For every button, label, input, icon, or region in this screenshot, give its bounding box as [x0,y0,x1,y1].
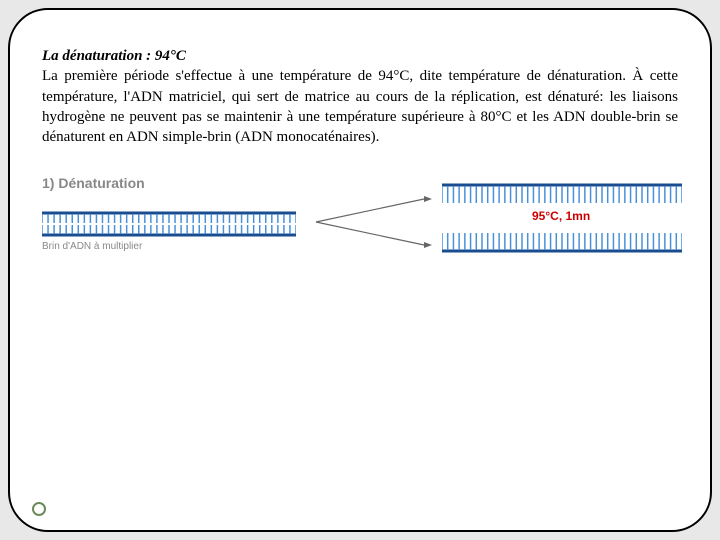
section-label: 1) Dénaturation [42,175,145,191]
body-text: La première période s'effectue à une tem… [42,68,678,145]
split-arrows-icon [314,195,434,254]
heading: La dénaturation : 94°C [42,48,186,64]
dna-single-strand-bottom [442,231,682,253]
text-block: La dénaturation : 94°C La première pério… [42,46,678,147]
dna-single-strand-top [442,183,682,205]
slide-frame: La dénaturation : 94°C La première pério… [8,8,712,532]
dna-double-strand [42,211,296,237]
diagram-area: 1) Dénaturation Brin d'ADN à multiplier … [42,175,678,345]
temperature-label: 95°C, 1mn [532,209,590,223]
corner-decoration-icon [32,502,46,516]
dna-caption: Brin d'ADN à multiplier [42,241,142,252]
